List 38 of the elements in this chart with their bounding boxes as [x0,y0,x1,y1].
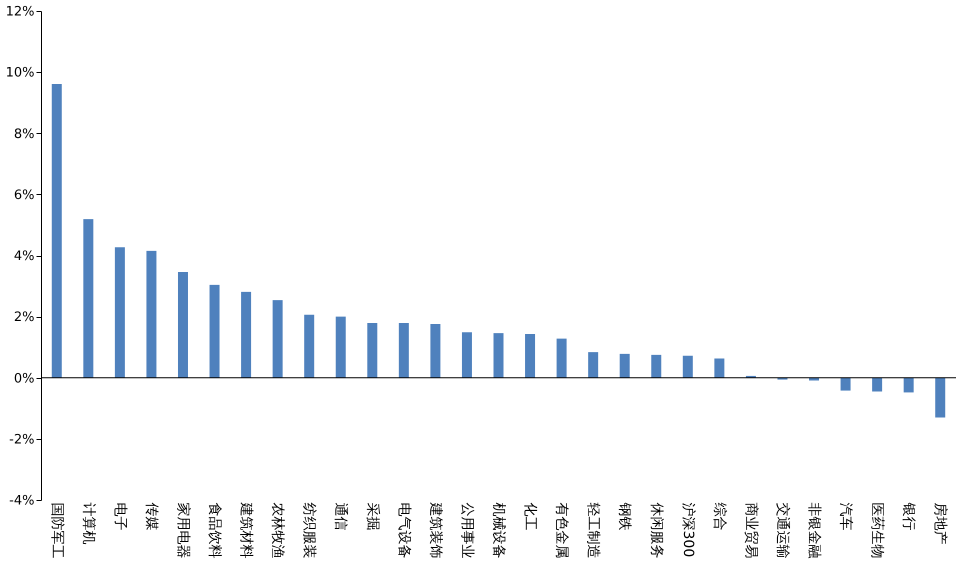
x-tick-label: 食品饮料 [206,502,223,558]
y-tick-label: 12% [6,4,34,20]
x-tick-label: 机械设备 [490,502,506,558]
x-tick-label: 汽车 [838,502,854,530]
x-tick-label: 建筑装饰 [427,502,444,558]
x-tick-label: 计算机 [80,502,96,544]
x-tick-label: 建筑材料 [238,502,254,558]
x-tick-label: 家用电器 [174,502,191,558]
y-tick-label: 4% [14,249,34,264]
x-tick-label: 有色金属 [554,502,570,558]
x-tick-label: 银行 [900,502,917,530]
x-tick-label: 通信 [332,502,349,530]
y-tick-label: 8% [14,126,34,142]
x-tick-label: 房地产 [932,502,948,544]
x-tick-label: 公用事业 [458,502,475,558]
x-tick-label: 农林牧渔 [270,502,286,558]
x-tick-label: 国防军工 [48,502,65,558]
x-tick-label: 传媒 [143,502,160,530]
x-tick-label: 综合 [711,502,728,530]
x-tick-label: 交通运输 [774,502,790,558]
y-tick-label: -4% [9,494,34,508]
y-tick-label: 0% [14,371,34,386]
x-tick-label: 纺织服装 [301,502,318,558]
x-tick-label: 钢铁 [616,502,633,530]
x-tick-label: 采掘 [364,502,380,530]
x-tick-label: 化工 [522,502,538,530]
x-tick-label: 沪深300 [680,502,696,558]
x-tick-label: 轻工制造 [585,502,602,558]
x-tick-label: 电气设备 [396,502,412,558]
y-tick-label: 10% [6,66,34,81]
y-tick-label: 6% [14,188,34,203]
x-tick-label: 医药生物 [869,502,886,558]
x-tick-label: 非银金融 [806,502,822,558]
x-tick-label: 电子 [112,502,128,530]
y-tick-label: -2% [9,432,34,448]
x-tick-label: 商业贸易 [742,502,759,558]
y-tick-label: 2% [14,310,34,326]
x-tick-label: 休闲服务 [648,502,664,558]
